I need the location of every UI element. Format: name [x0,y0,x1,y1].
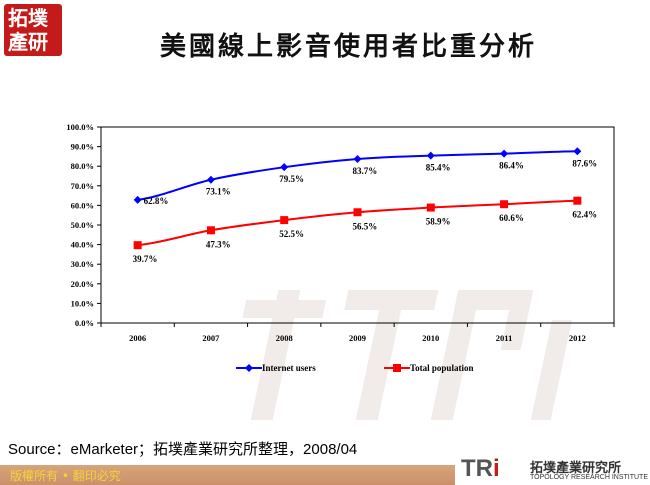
tri-logo: TRi 拓墣產業研究所 TOPOLOGY RESEARCH INSTITUTE [455,455,650,485]
data-label: 87.6% [572,158,597,168]
data-point [280,216,289,225]
y-tick-label: 90.0% [71,142,94,152]
data-label: 86.4% [499,161,524,171]
y-tick-label: 30.0% [71,259,94,269]
legend-marker [245,364,253,372]
y-tick-label: 20.0% [71,279,94,289]
data-point [500,200,509,209]
data-label: 60.6% [499,213,524,223]
data-label: 62.4% [572,210,597,220]
data-point [133,241,142,250]
x-tick-label: 2011 [496,333,513,343]
data-point [133,195,142,204]
data-label: 85.4% [426,163,451,173]
logo: 拓墣產研 [4,4,62,56]
y-tick-label: 0.0% [75,318,94,328]
data-point [206,175,215,184]
data-point [280,163,289,172]
data-point [573,196,582,205]
data-point [206,226,215,235]
y-tick-label: 10.0% [71,298,94,308]
page-title: 美國線上影音使用者比重分析 [160,32,538,62]
y-tick-label: 60.0% [71,200,94,210]
x-tick-label: 2006 [129,333,146,343]
x-tick-label: 2008 [276,333,293,343]
data-point [573,147,582,156]
legend-label: Total population [410,363,473,373]
line-chart: 0.0% 10.0% 20.0% 30.0% 40.0% 50.0% 60.0% 70.0% 8… [66,122,615,373]
data-point [426,203,435,212]
y-tick-label: 40.0% [71,240,94,250]
data-label: 62.8% [144,196,169,206]
tri-logo-en: TOPOLOGY RESEARCH INSTITUTE [530,474,648,481]
legend-label: Internet users [262,363,316,373]
tri-logo-mark: TRi [461,455,500,482]
tri-logo-cn: 拓墣產業研究所 [530,461,622,476]
x-tick-label: 2009 [349,333,366,343]
data-label: 56.5% [353,221,378,231]
legend-marker [393,364,401,372]
data-point [353,208,362,217]
data-label: 47.3% [206,239,231,249]
y-tick-label: 100.0% [66,122,94,132]
data-point [426,151,435,160]
data-label: 39.7% [133,254,158,264]
data-label: 83.7% [353,166,378,176]
data-label: 79.5% [279,174,304,184]
copyright-text: 版權所有 • 翻印必究 [10,469,121,483]
data-point [500,149,509,158]
data-point [353,154,362,163]
data-label: 52.5% [279,229,304,239]
source-note: Source：eMarketer；拓墣產業研究所整理，2008/04 [8,441,358,458]
y-tick-label: 80.0% [71,161,94,171]
y-tick-label: 70.0% [71,181,94,191]
x-tick-label: 2010 [422,333,439,343]
y-tick-label: 50.0% [71,220,94,230]
x-tick-label: 2012 [569,333,586,343]
data-label: 58.9% [426,217,451,227]
data-label: 73.1% [206,187,231,197]
x-tick-label: 2007 [202,333,220,343]
